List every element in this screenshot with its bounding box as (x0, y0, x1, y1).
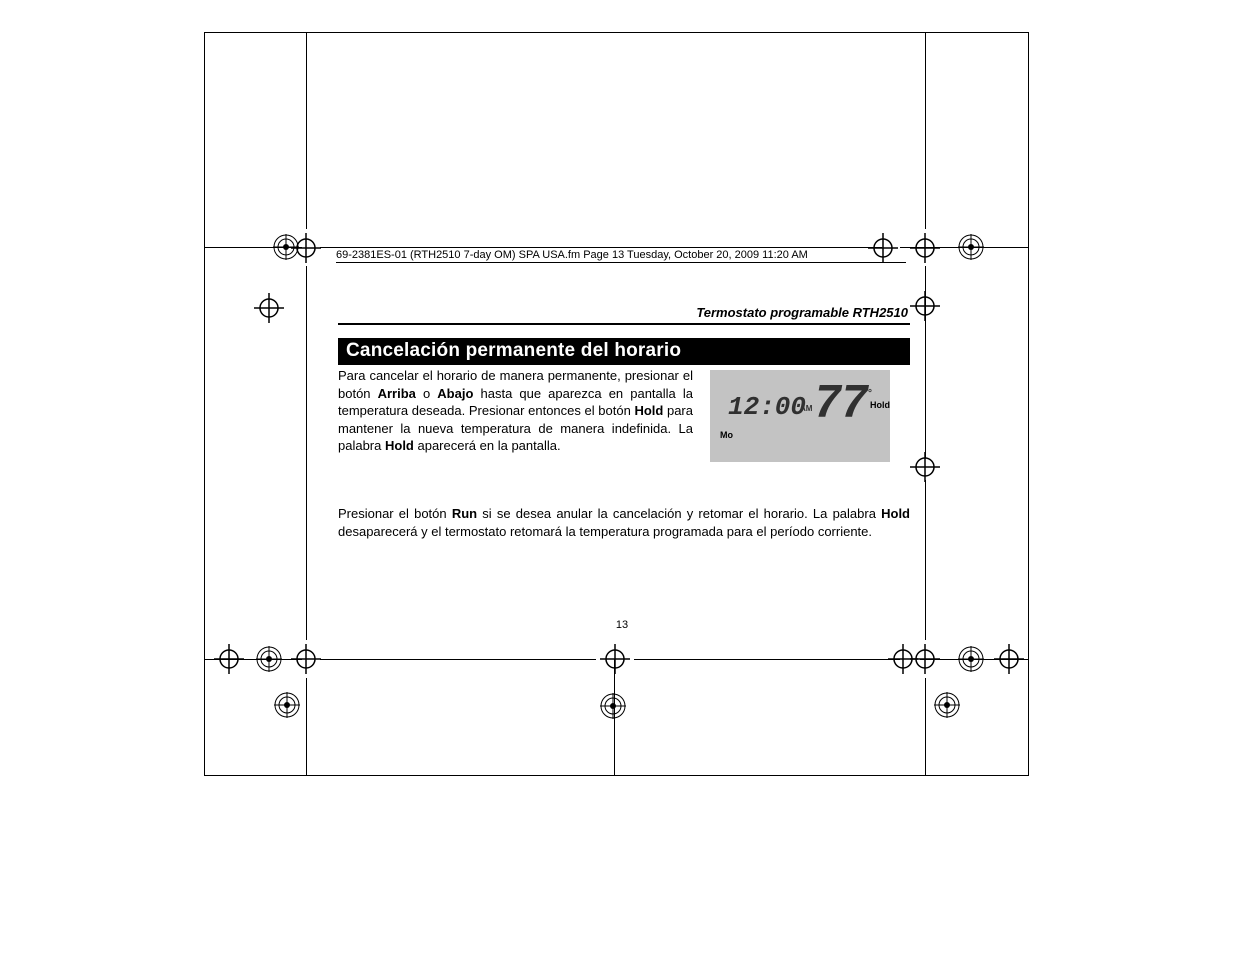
lcd-time: 12:00 (728, 392, 806, 422)
crosshair-icon (868, 233, 898, 263)
bold-abajo: Abajo (437, 386, 473, 401)
slug-rule (336, 262, 906, 263)
guide-line (925, 480, 926, 640)
crosshair-icon (254, 293, 284, 323)
crosshair-icon (994, 644, 1024, 674)
paragraph-2: Presionar el botón Run si se desea anula… (338, 505, 910, 540)
bold-arriba: Arriba (378, 386, 416, 401)
slug-line: 69-2381ES-01 (RTH2510 7-day OM) SPA USA.… (336, 249, 808, 261)
guide-line (634, 659, 900, 660)
lcd-hold: Hold (870, 400, 890, 410)
guide-line (306, 32, 307, 229)
paragraph-1: Para cancelar el horario de manera perma… (338, 367, 693, 455)
text: si se desea anular la cancelación y reto… (477, 506, 881, 521)
bold-run: Run (452, 506, 477, 521)
lcd-degree: ° (868, 388, 872, 399)
crosshair-icon (291, 233, 321, 263)
registration-mark-icon (934, 692, 960, 718)
text: o (416, 386, 437, 401)
guide-line (306, 678, 307, 776)
crosshair-icon (291, 644, 321, 674)
guide-line (320, 659, 596, 660)
registration-mark-icon (600, 693, 626, 719)
crosshair-icon (600, 644, 630, 674)
bold-hold: Hold (385, 438, 414, 453)
guide-line (306, 266, 307, 640)
registration-mark-icon (274, 692, 300, 718)
crosshair-icon (910, 452, 940, 482)
text: aparecerá en la pantalla. (414, 438, 561, 453)
bold-hold: Hold (881, 506, 910, 521)
guide-line (925, 32, 926, 229)
crosshair-icon (214, 644, 244, 674)
bold-hold: Hold (634, 403, 663, 418)
product-rule (338, 323, 910, 325)
crosshair-icon (910, 644, 940, 674)
thermostat-lcd: 12:00 AM Mo 77 ° Hold (710, 370, 890, 462)
lcd-ampm: AM (800, 404, 812, 413)
lcd-temp: 77 (813, 378, 867, 432)
page-number: 13 (336, 619, 908, 631)
section-heading: Cancelación permanente del horario (338, 338, 910, 365)
crosshair-icon (910, 233, 940, 263)
product-label: Termostato programable RTH2510 (336, 305, 908, 320)
registration-mark-icon (256, 646, 282, 672)
lcd-day: Mo (720, 430, 733, 440)
registration-mark-icon (958, 234, 984, 260)
crosshair-icon (910, 291, 940, 321)
text: desaparecerá y el termostato retomará la… (338, 524, 872, 539)
guide-line (925, 678, 926, 776)
registration-mark-icon (958, 646, 984, 672)
guide-line (320, 247, 882, 248)
text: Presionar el botón (338, 506, 452, 521)
